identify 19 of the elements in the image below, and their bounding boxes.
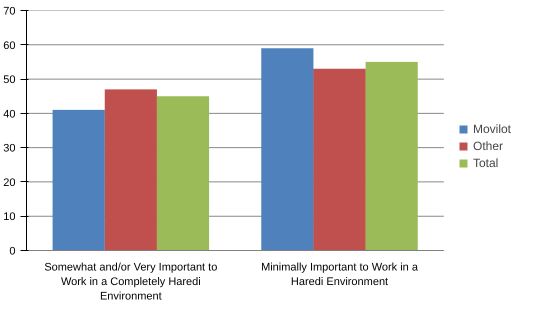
x-tick-label: Somewhat and/or Very Important to Work in a Completely Haredi Environment — [44, 262, 218, 302]
y-tick-label: 30 — [3, 142, 16, 155]
x-tick-label: Minimally Important to Work in a Haredi Environment — [261, 262, 419, 288]
legend-label: Total — [473, 156, 498, 170]
y-tick-label: 70 — [3, 6, 16, 18]
legend-label: Movilot — [473, 122, 512, 136]
bar — [366, 62, 418, 250]
y-tick-label: 40 — [3, 108, 16, 120]
bar — [313, 68, 366, 250]
y-tick-label: 20 — [3, 176, 16, 189]
y-tick-label: 0 — [9, 246, 16, 258]
y-tick-label: 10 — [3, 211, 16, 224]
bar — [261, 48, 314, 250]
bar — [156, 96, 210, 250]
y-tick-label: 60 — [3, 40, 16, 52]
y-tick-label: 50 — [3, 74, 16, 86]
legend-label: Other — [473, 139, 504, 153]
bar — [52, 110, 105, 250]
bar — [104, 89, 157, 250]
